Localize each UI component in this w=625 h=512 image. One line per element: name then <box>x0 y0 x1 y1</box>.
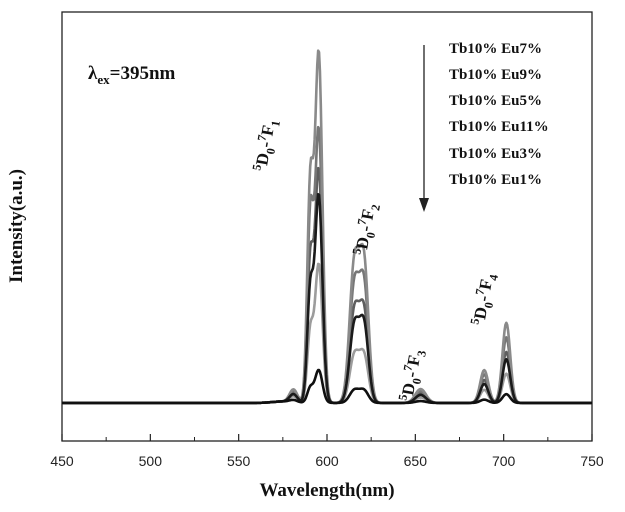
legend-entry: Tb10% Eu9% <box>449 67 542 83</box>
x-tick-label: 600 <box>315 453 339 469</box>
excitation-label: λex=395nm <box>88 63 176 87</box>
legend-arrow-head <box>419 198 429 212</box>
x-tick-label: 450 <box>50 453 74 469</box>
y-axis-title: Intensity(a.u.) <box>6 169 27 283</box>
legend: Tb10% Eu7% Tb10% Eu9% Tb10% Eu5% Tb10% E… <box>419 41 549 212</box>
x-tick-label: 550 <box>227 453 251 469</box>
series-layer <box>61 49 593 405</box>
legend-entry: Tb10% Eu3% <box>449 146 542 162</box>
x-tick-label: 750 <box>580 453 604 469</box>
excitation-lambda: λ <box>88 63 98 84</box>
x-tick-label: 650 <box>404 453 428 469</box>
excitation-value: =395nm <box>110 63 176 84</box>
annotation-5D0-7F1: 5D0-7F1 <box>249 117 283 173</box>
annotation-5D0-7F2: 5D0-7F2 <box>349 201 383 257</box>
excitation-subscript: ex <box>97 72 110 87</box>
annotation-5D0-7F4: 5D0-7F4 <box>467 271 501 327</box>
legend-entry: Tb10% Eu1% <box>449 172 542 188</box>
legend-entry: Tb10% Eu5% <box>449 93 542 109</box>
x-tick-label: 700 <box>492 453 516 469</box>
series-line <box>61 368 593 405</box>
annotation-5D0-7F3: 5D0-7F3 <box>395 347 429 403</box>
transition-annotations: 5D0-7F1 5D0-7F2 5D0-7F3 5D0-7F4 <box>249 117 501 403</box>
legend-entry: Tb10% Eu11% <box>449 119 549 135</box>
legend-entry: Tb10% Eu7% <box>449 41 542 57</box>
x-axis-ticks: 450 500 550 600 650 700 750 <box>50 434 604 469</box>
x-tick-label: 500 <box>139 453 163 469</box>
x-axis-title: Wavelength(nm) <box>259 480 394 501</box>
